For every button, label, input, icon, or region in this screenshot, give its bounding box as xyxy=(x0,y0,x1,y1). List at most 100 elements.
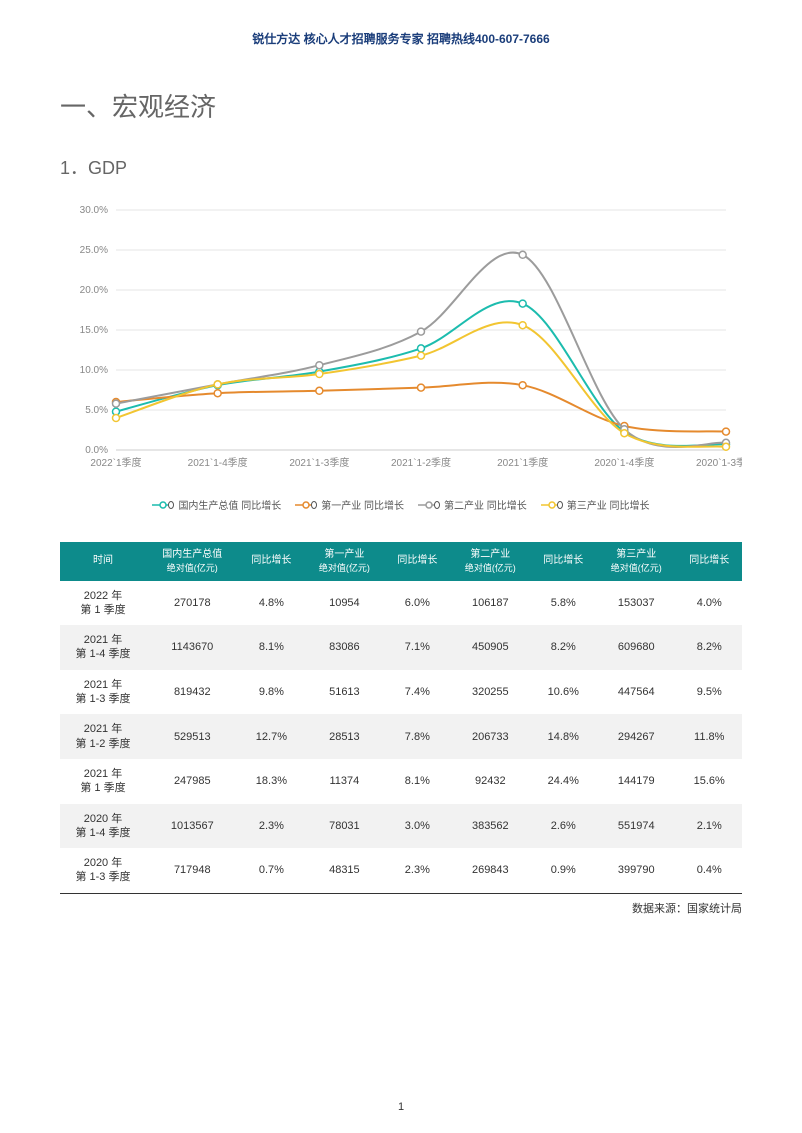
table-header-cell: 第三产业绝对值(亿元) xyxy=(596,542,676,581)
svg-text:0.0%: 0.0% xyxy=(85,445,108,456)
table-header: 时间国内生产总值绝对值(亿元)同比增长第一产业绝对值(亿元)同比增长第二产业绝对… xyxy=(60,542,742,581)
legend-label: 国内生产总值 同比增长 xyxy=(178,497,281,512)
data-cell: 5.8% xyxy=(531,581,596,626)
data-cell: 153037 xyxy=(596,581,676,626)
data-cell: 24.4% xyxy=(531,759,596,804)
time-cell: 2020 年第 1-4 季度 xyxy=(60,804,146,849)
data-cell: 0.4% xyxy=(676,848,742,893)
data-cell: 269843 xyxy=(450,848,530,893)
gdp-data-table: 时间国内生产总值绝对值(亿元)同比增长第一产业绝对值(亿元)同比增长第二产业绝对… xyxy=(60,542,742,893)
table-row: 2021 年第 1 季度24798518.3%113748.1%9243224.… xyxy=(60,759,742,804)
data-cell: 819432 xyxy=(146,670,239,715)
table-body: 2022 年第 1 季度2701784.8%109546.0%1061875.8… xyxy=(60,581,742,893)
data-cell: 4.8% xyxy=(239,581,304,626)
data-cell: 1143670 xyxy=(146,625,239,670)
data-cell: 48315 xyxy=(304,848,384,893)
data-cell: 8.1% xyxy=(385,759,450,804)
data-cell: 106187 xyxy=(450,581,530,626)
svg-text:25.0%: 25.0% xyxy=(80,245,108,256)
data-cell: 12.7% xyxy=(239,714,304,759)
data-cell: 144179 xyxy=(596,759,676,804)
data-cell: 10.6% xyxy=(531,670,596,715)
data-cell: 2.3% xyxy=(385,848,450,893)
data-cell: 11.8% xyxy=(676,714,742,759)
table-header-cell: 同比增长 xyxy=(385,542,450,581)
table-row: 2021 年第 1-3 季度8194329.8%516137.4%3202551… xyxy=(60,670,742,715)
legend-label: 第二产业 同比增长 xyxy=(444,497,527,512)
legend-item: 第三产业 同比增长 xyxy=(541,497,650,512)
sub-section-title: 1．GDP xyxy=(60,154,742,180)
table-row: 2020 年第 1-3 季度7179480.7%483152.3%2698430… xyxy=(60,848,742,893)
svg-text:2022`1季度: 2022`1季度 xyxy=(90,456,141,469)
data-cell: 8.1% xyxy=(239,625,304,670)
data-cell: 270178 xyxy=(146,581,239,626)
data-cell: 6.0% xyxy=(385,581,450,626)
svg-text:2021`1季度: 2021`1季度 xyxy=(497,456,548,469)
time-cell: 2021 年第 1-3 季度 xyxy=(60,670,146,715)
table-header-cell: 国内生产总值绝对值(亿元) xyxy=(146,542,239,581)
legend-marker xyxy=(418,500,440,510)
data-cell: 14.8% xyxy=(531,714,596,759)
table-row: 2020 年第 1-4 季度10135672.3%780313.0%383562… xyxy=(60,804,742,849)
section-title: 一、宏观经济 xyxy=(60,87,742,124)
data-cell: 2.3% xyxy=(239,804,304,849)
data-cell: 450905 xyxy=(450,625,530,670)
data-cell: 83086 xyxy=(304,625,384,670)
svg-text:30.0%: 30.0% xyxy=(80,205,108,216)
table-row: 2022 年第 1 季度2701784.8%109546.0%1061875.8… xyxy=(60,581,742,626)
data-cell: 717948 xyxy=(146,848,239,893)
legend-marker xyxy=(541,500,563,510)
page-number: 1 xyxy=(398,1101,404,1113)
svg-text:10.0%: 10.0% xyxy=(80,365,108,376)
svg-text:2021`1-3季度: 2021`1-3季度 xyxy=(289,456,349,469)
data-cell: 8.2% xyxy=(676,625,742,670)
legend-item: 第二产业 同比增长 xyxy=(418,497,527,512)
data-cell: 18.3% xyxy=(239,759,304,804)
data-cell: 320255 xyxy=(450,670,530,715)
data-source: 数据来源：国家统计局 xyxy=(60,900,742,916)
svg-text:2020`1-3季度: 2020`1-3季度 xyxy=(696,456,742,469)
data-cell: 609680 xyxy=(596,625,676,670)
data-cell: 0.9% xyxy=(531,848,596,893)
table-bottom-border xyxy=(60,893,742,894)
svg-text:5.0%: 5.0% xyxy=(85,405,108,416)
data-cell: 2.1% xyxy=(676,804,742,849)
data-cell: 7.8% xyxy=(385,714,450,759)
data-cell: 28513 xyxy=(304,714,384,759)
time-cell: 2022 年第 1 季度 xyxy=(60,581,146,626)
legend-item: 国内生产总值 同比增长 xyxy=(152,497,281,512)
svg-text:2021`1-4季度: 2021`1-4季度 xyxy=(188,456,248,469)
legend-marker xyxy=(152,500,174,510)
time-cell: 2021 年第 1-4 季度 xyxy=(60,625,146,670)
data-cell: 0.7% xyxy=(239,848,304,893)
data-cell: 10954 xyxy=(304,581,384,626)
svg-text:2020`1-4季度: 2020`1-4季度 xyxy=(594,456,654,469)
legend-label: 第一产业 同比增长 xyxy=(321,497,404,512)
data-cell: 11374 xyxy=(304,759,384,804)
time-cell: 2020 年第 1-3 季度 xyxy=(60,848,146,893)
data-cell: 529513 xyxy=(146,714,239,759)
time-cell: 2021 年第 1-2 季度 xyxy=(60,714,146,759)
data-cell: 399790 xyxy=(596,848,676,893)
data-cell: 551974 xyxy=(596,804,676,849)
page-header: 锐仕方达 核心人才招聘服务专家 招聘热线400-607-7666 xyxy=(60,30,742,47)
legend-marker xyxy=(295,500,317,510)
data-cell: 1013567 xyxy=(146,804,239,849)
svg-text:15.0%: 15.0% xyxy=(80,325,108,336)
data-cell: 92432 xyxy=(450,759,530,804)
data-cell: 9.5% xyxy=(676,670,742,715)
data-cell: 447564 xyxy=(596,670,676,715)
data-cell: 51613 xyxy=(304,670,384,715)
table-row: 2021 年第 1-4 季度11436708.1%830867.1%450905… xyxy=(60,625,742,670)
data-cell: 8.2% xyxy=(531,625,596,670)
data-cell: 7.1% xyxy=(385,625,450,670)
data-cell: 78031 xyxy=(304,804,384,849)
legend-item: 第一产业 同比增长 xyxy=(295,497,404,512)
data-cell: 383562 xyxy=(450,804,530,849)
table-header-cell: 同比增长 xyxy=(676,542,742,581)
table-header-cell: 同比增长 xyxy=(239,542,304,581)
table-header-cell: 同比增长 xyxy=(531,542,596,581)
data-cell: 294267 xyxy=(596,714,676,759)
legend-label: 第三产业 同比增长 xyxy=(567,497,650,512)
svg-text:2021`1-2季度: 2021`1-2季度 xyxy=(391,456,451,469)
